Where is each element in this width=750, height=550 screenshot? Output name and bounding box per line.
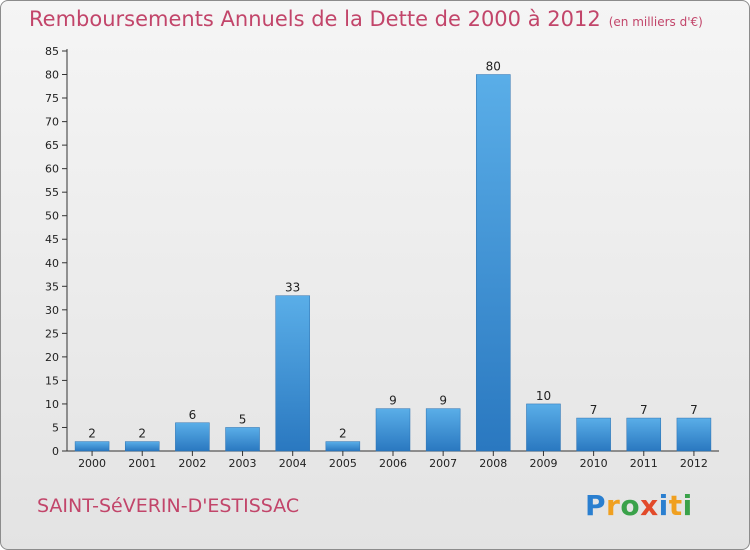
y-tick-label: 10 xyxy=(45,398,59,411)
bar xyxy=(526,403,561,452)
bar-value-label: 2 xyxy=(88,427,96,441)
x-tick-label: 2001 xyxy=(128,457,156,470)
y-tick-label: 25 xyxy=(45,327,59,340)
bar-value-label: 9 xyxy=(439,394,447,408)
bar-value-label: 7 xyxy=(690,403,698,417)
bar-value-label: 33 xyxy=(285,281,300,295)
x-tick-label: 2002 xyxy=(178,457,206,470)
y-tick-label: 85 xyxy=(45,45,59,58)
bar-value-label: 7 xyxy=(590,403,598,417)
logo-letter: P xyxy=(585,489,607,522)
y-tick-label: 0 xyxy=(52,445,59,458)
logo-letter: x xyxy=(640,489,659,522)
x-tick-label: 2006 xyxy=(379,457,407,470)
x-tick-label: 2011 xyxy=(630,457,658,470)
y-tick-label: 75 xyxy=(45,92,59,105)
chart-title-text: Remboursements Annuels de la Dette de 20… xyxy=(29,7,601,31)
x-tick-label: 2000 xyxy=(78,457,106,470)
x-tick-label: 2003 xyxy=(229,457,257,470)
logo-letter: t xyxy=(668,489,683,522)
y-tick-label: 70 xyxy=(45,116,59,129)
logo-letter: o xyxy=(620,489,641,522)
bar xyxy=(576,417,611,452)
bar-value-label: 80 xyxy=(486,60,501,74)
y-tick-label: 65 xyxy=(45,139,59,152)
y-tick-label: 60 xyxy=(45,163,59,176)
bar xyxy=(476,74,511,452)
y-tick-label: 45 xyxy=(45,233,59,246)
bar-value-label: 2 xyxy=(138,427,146,441)
x-tick-label: 2012 xyxy=(680,457,708,470)
bar xyxy=(175,422,210,452)
x-tick-label: 2008 xyxy=(479,457,507,470)
y-tick-label: 40 xyxy=(45,257,59,270)
x-tick-label: 2004 xyxy=(279,457,307,470)
bar xyxy=(275,295,310,452)
chart-unit: (en milliers d'€) xyxy=(608,15,703,29)
y-tick-label: 5 xyxy=(52,421,59,434)
bar-value-label: 10 xyxy=(536,389,551,403)
logo-letter: i xyxy=(682,489,693,522)
bar-value-label: 9 xyxy=(389,394,397,408)
bar xyxy=(676,417,712,452)
x-tick-label: 2007 xyxy=(429,457,457,470)
y-tick-label: 35 xyxy=(45,280,59,293)
bar-value-label: 2 xyxy=(339,427,347,441)
bar xyxy=(375,408,411,452)
logo-letter: r xyxy=(606,489,621,522)
bar xyxy=(425,408,461,452)
bar-value-label: 7 xyxy=(640,403,648,417)
bar xyxy=(225,427,260,452)
bar xyxy=(626,417,662,452)
chart-title: Remboursements Annuels de la Dette de 20… xyxy=(29,7,703,31)
bar-value-label: 5 xyxy=(239,412,247,426)
y-tick-label: 55 xyxy=(45,186,59,199)
y-tick-label: 15 xyxy=(45,374,59,387)
x-tick-label: 2009 xyxy=(529,457,557,470)
x-tick-label: 2005 xyxy=(329,457,357,470)
proxiti-logo: Proxiti xyxy=(585,489,693,522)
bar xyxy=(325,441,361,452)
y-tick-label: 50 xyxy=(45,210,59,223)
y-tick-label: 20 xyxy=(45,351,59,364)
x-tick-label: 2010 xyxy=(580,457,608,470)
y-tick-label: 80 xyxy=(45,69,59,82)
logo-letter: i xyxy=(658,489,669,522)
commune-name: SAINT-SéVERIN-D'ESTISSAC xyxy=(37,495,300,517)
bar xyxy=(74,441,110,452)
y-tick-label: 30 xyxy=(45,304,59,317)
bar-value-label: 6 xyxy=(189,408,197,422)
bar xyxy=(124,441,160,452)
